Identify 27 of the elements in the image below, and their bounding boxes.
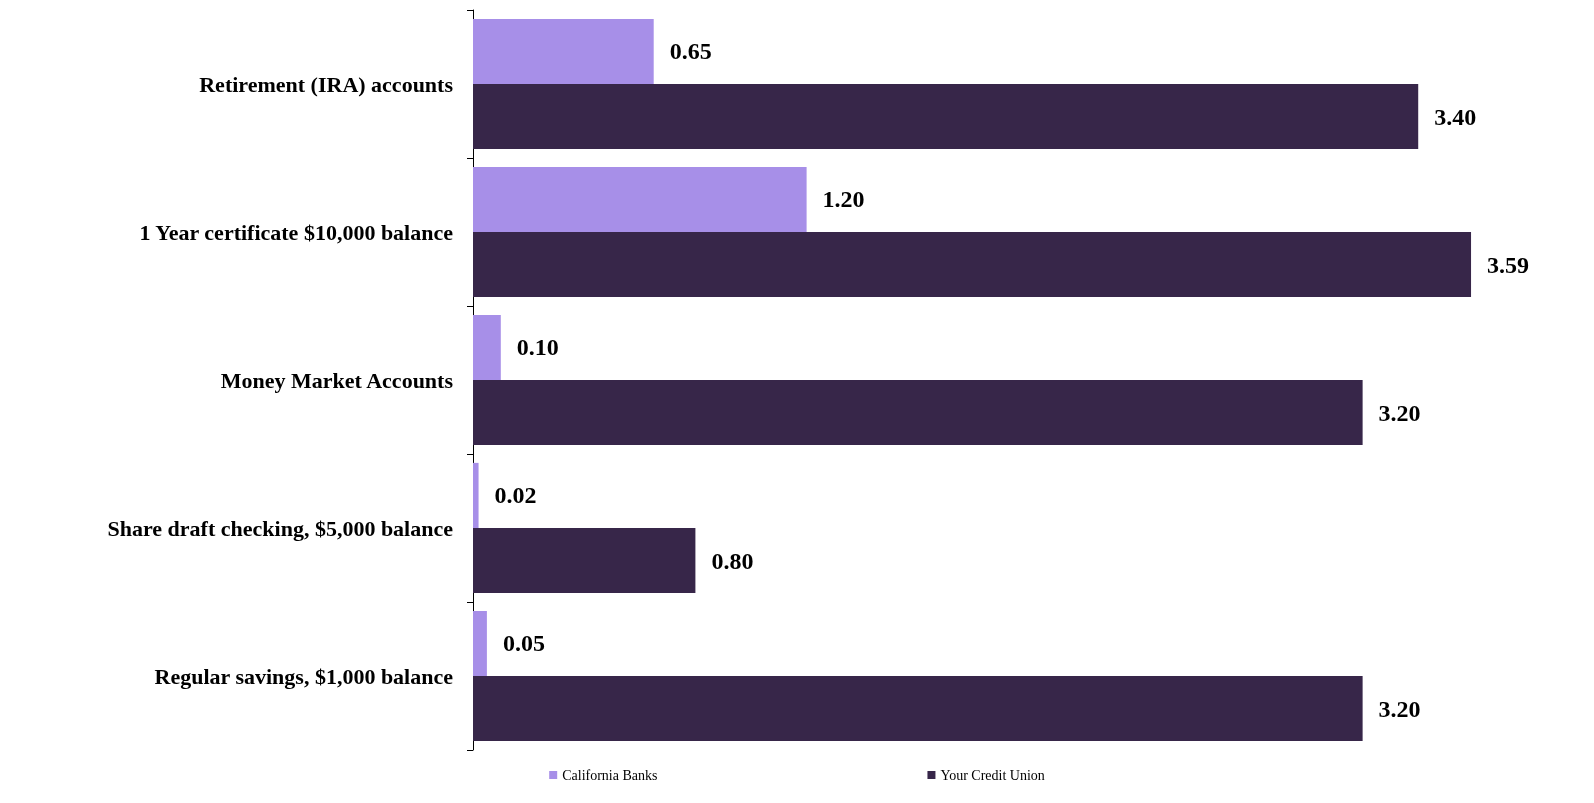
bar: [473, 528, 696, 594]
y-tick-label: 1 Year certificate $10,000 balance: [139, 219, 454, 245]
y-tick-label: Share draft checking, $5,000 balance: [107, 515, 454, 541]
data-label: 0.02: [494, 482, 537, 509]
data-label: 3.20: [1378, 695, 1421, 722]
y-tick-label: Regular savings, $1,000 balance: [154, 663, 454, 689]
bar: [473, 18, 654, 84]
data-label: 3.59: [1487, 251, 1530, 278]
data-label: 3.20: [1378, 399, 1421, 426]
y-tick-label: Retirement (IRA) accounts: [199, 71, 454, 97]
data-label: 0.10: [516, 334, 559, 361]
data-label: 0.80: [711, 547, 754, 574]
data-label: 3.40: [1434, 103, 1477, 130]
y-tick-label: Money Market Accounts: [220, 367, 454, 393]
bar: [473, 166, 807, 232]
data-label: 0.65: [669, 38, 712, 65]
bar: [473, 314, 501, 380]
bar: [473, 232, 1472, 298]
data-label: 0.05: [502, 630, 545, 657]
legend-label: California Banks: [562, 767, 658, 783]
bar: [473, 676, 1363, 742]
bar: [473, 380, 1363, 446]
data-label: 1.20: [822, 186, 865, 213]
legend-label: Your Credit Union: [940, 767, 1045, 783]
bar: [473, 610, 487, 676]
bar: [473, 462, 479, 528]
bar: [473, 84, 1419, 150]
